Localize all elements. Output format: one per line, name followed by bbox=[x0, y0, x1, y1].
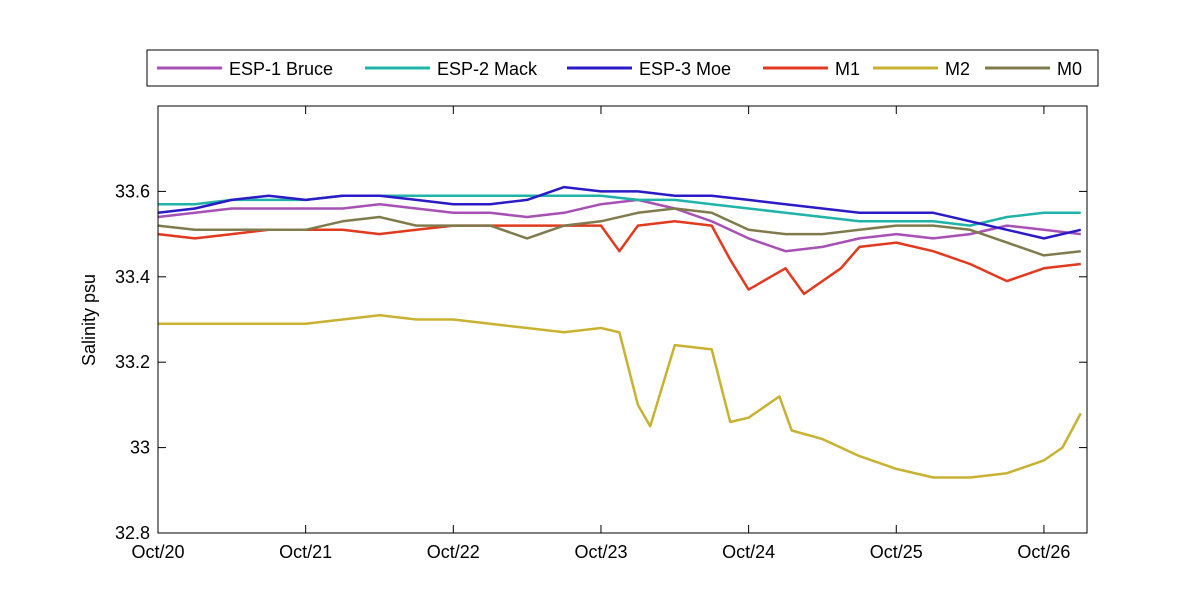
plot-frame bbox=[157, 105, 1088, 534]
legend-label: ESP-1 Bruce bbox=[229, 59, 333, 79]
series-line-4 bbox=[158, 313, 1082, 479]
series-line-5 bbox=[157, 207, 1081, 257]
plot-area bbox=[158, 106, 1087, 533]
x-tick-label: Oct/22 bbox=[427, 542, 480, 562]
series-layer bbox=[157, 185, 1082, 479]
y-tick-label: 32.8 bbox=[115, 523, 150, 543]
y-tick-label: 33 bbox=[130, 438, 150, 458]
legend-label: ESP-3 Moe bbox=[639, 59, 731, 79]
x-axis: Oct/20 Oct/21 Oct/22 Oct/23 Oct/24 Oct/25 Oct/… bbox=[131, 106, 1070, 562]
x-tick-label: Oct/21 bbox=[279, 542, 332, 562]
legend: ESP-1 Bruce ESP-2 Mack ESP-3 Moe M1 M2 M0 bbox=[146, 49, 1099, 87]
x-tick-label: Oct/26 bbox=[1017, 542, 1070, 562]
x-tick-label: Oct/24 bbox=[722, 542, 775, 562]
series-line-0 bbox=[157, 198, 1081, 253]
y-tick-label: 33.4 bbox=[115, 267, 150, 287]
x-tick-label: Oct/20 bbox=[131, 542, 184, 562]
series-line-2 bbox=[157, 185, 1082, 240]
legend-label: ESP-2 Mack bbox=[437, 59, 538, 79]
series-line-3 bbox=[157, 220, 1081, 296]
x-tick-label: Oct/23 bbox=[574, 542, 627, 562]
y-axis-label: Salinity psu bbox=[79, 274, 99, 366]
y-axis: 32.8 33 33.2 33.4 33.6 bbox=[115, 181, 1087, 543]
legend-label: M0 bbox=[1057, 59, 1082, 79]
legend-label: M2 bbox=[945, 59, 970, 79]
y-tick-label: 33.6 bbox=[115, 181, 150, 201]
x-tick-label: Oct/25 bbox=[870, 542, 923, 562]
legend-label: M1 bbox=[835, 59, 860, 79]
y-tick-label: 33.2 bbox=[115, 352, 150, 372]
